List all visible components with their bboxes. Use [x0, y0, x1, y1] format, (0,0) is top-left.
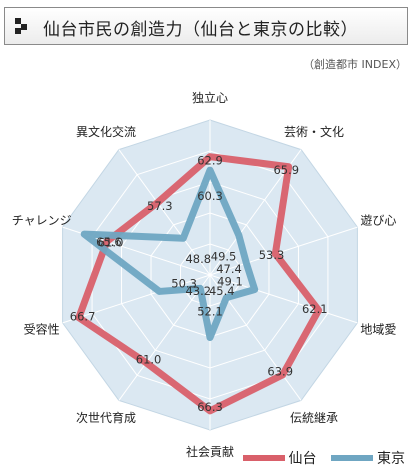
data-label: 47.4: [216, 262, 242, 276]
series-line-sendai: [75, 153, 323, 415]
data-label: 50.3: [171, 276, 197, 290]
axis-label: 受容性: [24, 322, 60, 337]
axis-label: 伝統継承: [290, 410, 338, 425]
data-label: 62.1: [302, 302, 328, 316]
data-label: 43.2: [185, 284, 211, 298]
legend-item-tokyo: 東京: [331, 448, 405, 468]
data-label: 49.5: [211, 249, 237, 263]
radar-spoke: [118, 149, 211, 276]
data-label: 65.6: [96, 235, 122, 249]
checker-icon: [15, 18, 27, 34]
data-label: 49.1: [217, 274, 243, 288]
radar-spoke: [62, 274, 211, 324]
legend-label-sendai: 仙台: [288, 451, 317, 467]
data-label: 52.1: [197, 305, 223, 319]
axis-label: 遊び心: [360, 212, 396, 227]
data-label: 45.4: [209, 284, 235, 298]
data-label: 48.8: [185, 252, 211, 266]
radar-spoke: [118, 274, 211, 401]
series-line-tokyo: [80, 166, 259, 342]
legend-item-sendai: 仙台: [242, 448, 317, 468]
chart-legend: 仙台 東京: [233, 448, 405, 468]
chart-subtitle: （創造都市 INDEX）: [303, 58, 407, 71]
data-label: 61.0: [136, 353, 162, 367]
data-label: 66.7: [70, 309, 96, 323]
title-bar: 仙台市民の創造力（仙台と東京の比較）: [4, 7, 408, 45]
legend-label-tokyo: 東京: [377, 451, 405, 467]
axis-label: 異文化交流: [76, 124, 136, 139]
axis-label: 独立心: [192, 90, 228, 105]
data-label: 53.3: [259, 248, 285, 262]
data-label: 66.3: [197, 400, 223, 414]
axis-label: 次世代育成: [76, 410, 136, 425]
data-label: 63.9: [267, 365, 293, 379]
page-title: 仙台市民の創造力（仙台と東京の比較）: [43, 20, 358, 40]
legend-swatch-sendai: [242, 455, 285, 461]
legend-swatch-tokyo: [331, 455, 373, 461]
data-label: 61.0: [98, 236, 124, 250]
axis-label: 地域愛: [360, 323, 396, 337]
radar-spoke: [209, 226, 358, 276]
axis-label: チャレンジ: [12, 213, 72, 227]
axis-label: 社会貢献: [186, 444, 234, 459]
axis-label: 芸術・文化: [284, 124, 344, 139]
radar-spoke: [209, 274, 358, 324]
data-label: 57.3: [147, 199, 173, 213]
data-label: 60.3: [197, 189, 223, 203]
data-label: 65.9: [273, 163, 299, 177]
data-label: 62.9: [197, 154, 223, 168]
